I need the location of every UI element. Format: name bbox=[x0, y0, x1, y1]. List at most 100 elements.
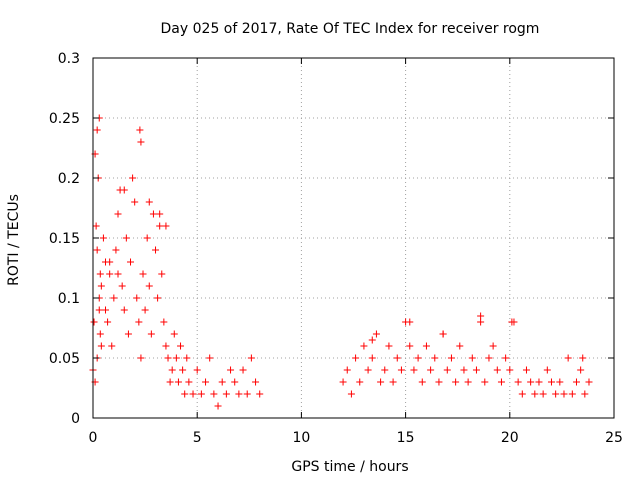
data-point bbox=[102, 306, 110, 314]
data-point bbox=[406, 318, 414, 326]
data-point bbox=[145, 282, 153, 290]
data-point bbox=[156, 222, 164, 230]
data-point bbox=[202, 378, 210, 386]
data-point bbox=[162, 222, 170, 230]
data-point bbox=[347, 390, 355, 398]
data-point bbox=[393, 354, 401, 362]
data-point bbox=[477, 318, 485, 326]
data-point bbox=[160, 318, 168, 326]
data-point bbox=[222, 390, 230, 398]
data-point bbox=[539, 390, 547, 398]
chart-title: Day 025 of 2017, Rate Of TEC Index for r… bbox=[161, 21, 540, 37]
data-point bbox=[372, 330, 380, 338]
data-point bbox=[568, 390, 576, 398]
data-point bbox=[114, 270, 122, 278]
data-point bbox=[468, 354, 476, 362]
data-point bbox=[435, 378, 443, 386]
data-point bbox=[256, 390, 264, 398]
data-point bbox=[460, 366, 468, 374]
y-tick-label: 0.2 bbox=[58, 171, 80, 187]
data-point bbox=[543, 366, 551, 374]
data-point bbox=[168, 366, 176, 374]
data-point bbox=[427, 366, 435, 374]
data-point bbox=[368, 336, 376, 344]
data-point bbox=[235, 390, 243, 398]
data-point bbox=[106, 270, 114, 278]
data-point bbox=[227, 366, 235, 374]
data-point bbox=[181, 390, 189, 398]
data-point bbox=[193, 366, 201, 374]
data-point bbox=[581, 390, 589, 398]
data-point bbox=[149, 210, 157, 218]
data-point bbox=[560, 390, 568, 398]
axis-ticks bbox=[92, 57, 615, 419]
data-points bbox=[89, 114, 593, 410]
data-point bbox=[447, 354, 455, 362]
data-point bbox=[93, 126, 101, 134]
data-point bbox=[120, 186, 128, 194]
data-point bbox=[106, 258, 114, 266]
data-point bbox=[414, 354, 422, 362]
data-point bbox=[389, 378, 397, 386]
data-point bbox=[139, 270, 147, 278]
data-point bbox=[145, 198, 153, 206]
y-tick-labels: 0 0.05 0.1 0.15 0.2 0.25 0.3 bbox=[49, 51, 80, 427]
x-tick-label: 0 bbox=[89, 430, 98, 446]
data-point bbox=[129, 174, 137, 182]
data-point bbox=[96, 330, 104, 338]
data-point bbox=[141, 306, 149, 314]
data-point bbox=[422, 342, 430, 350]
data-point bbox=[247, 354, 255, 362]
data-point bbox=[443, 366, 451, 374]
data-point bbox=[385, 342, 393, 350]
x-tick-label: 15 bbox=[397, 430, 415, 446]
data-point bbox=[547, 378, 555, 386]
x-tick-label: 25 bbox=[605, 430, 623, 446]
data-point bbox=[239, 366, 247, 374]
data-point bbox=[127, 258, 135, 266]
data-point bbox=[452, 378, 460, 386]
data-point bbox=[214, 402, 222, 410]
data-point bbox=[120, 306, 128, 314]
data-point bbox=[518, 390, 526, 398]
data-point bbox=[93, 246, 101, 254]
data-point bbox=[158, 270, 166, 278]
data-point bbox=[352, 354, 360, 362]
data-point bbox=[406, 342, 414, 350]
y-tick-label: 0.15 bbox=[49, 231, 80, 247]
data-point bbox=[218, 378, 226, 386]
data-point bbox=[104, 318, 112, 326]
data-point bbox=[108, 342, 116, 350]
data-point bbox=[114, 210, 122, 218]
data-point bbox=[508, 318, 516, 326]
data-point bbox=[531, 390, 539, 398]
data-point bbox=[110, 294, 118, 302]
data-point bbox=[552, 390, 560, 398]
data-point bbox=[135, 318, 143, 326]
data-point bbox=[179, 366, 187, 374]
data-point bbox=[572, 378, 580, 386]
x-tick-label: 20 bbox=[501, 430, 519, 446]
data-point bbox=[522, 366, 530, 374]
y-tick-label: 0 bbox=[71, 411, 80, 427]
data-point bbox=[122, 234, 130, 242]
data-point bbox=[579, 354, 587, 362]
x-tick-label: 5 bbox=[193, 430, 202, 446]
data-point bbox=[489, 342, 497, 350]
data-point bbox=[96, 270, 104, 278]
data-point bbox=[493, 366, 501, 374]
data-point bbox=[174, 378, 182, 386]
data-point bbox=[368, 354, 376, 362]
data-point bbox=[183, 354, 191, 362]
data-point bbox=[97, 342, 105, 350]
data-point bbox=[147, 330, 155, 338]
data-point bbox=[360, 342, 368, 350]
data-point bbox=[485, 354, 493, 362]
data-point bbox=[136, 126, 144, 134]
x-tick-labels: 0 5 10 15 20 25 bbox=[89, 430, 623, 446]
data-point bbox=[189, 390, 197, 398]
y-tick-label: 0.3 bbox=[58, 51, 80, 67]
data-point bbox=[152, 246, 160, 254]
